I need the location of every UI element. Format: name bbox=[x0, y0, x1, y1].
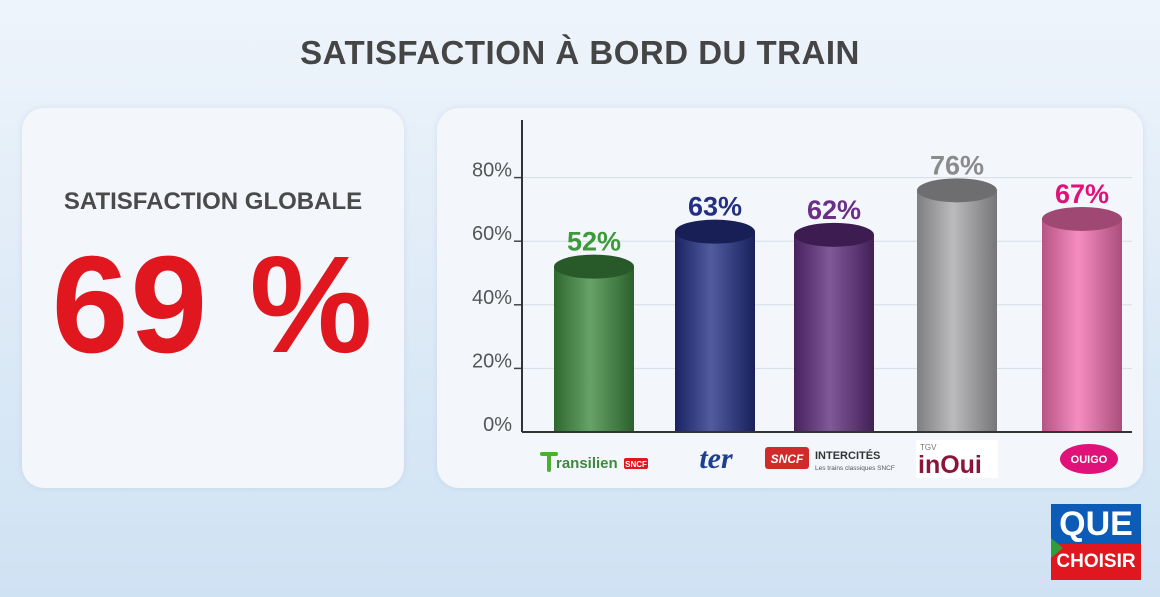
bar-body bbox=[917, 190, 997, 432]
bar-top bbox=[554, 254, 634, 279]
bar-value-label: 63% bbox=[688, 192, 742, 222]
bar-body bbox=[794, 234, 874, 432]
bar-body bbox=[554, 266, 634, 432]
y-tick-label: 80% bbox=[472, 160, 512, 182]
bar-top bbox=[1042, 206, 1122, 231]
transilien-logo: ransilien SNCF bbox=[540, 452, 648, 472]
logo-triangle-icon bbox=[1051, 538, 1063, 558]
ouigo-badge bbox=[1060, 444, 1118, 474]
global-satisfaction-label: SATISFACTION GLOBALE bbox=[63, 188, 363, 215]
bar-body bbox=[675, 231, 755, 432]
intercites-subtitle: Les trains classiques SNCF bbox=[815, 465, 895, 472]
bar-value-label: 62% bbox=[807, 195, 861, 225]
y-tick-label: 20% bbox=[472, 350, 512, 372]
bar-top bbox=[794, 222, 874, 247]
intercites-logo: SNCF INTERCITÉS Les trains classiques SN… bbox=[765, 447, 895, 472]
bar-value-label: 76% bbox=[930, 150, 984, 180]
inoui-background bbox=[916, 440, 998, 478]
que-choisir-logo: QUE CHOISIR bbox=[1051, 504, 1141, 580]
global-satisfaction-value: 69 % bbox=[51, 228, 375, 382]
ouigo-name: OUIGO bbox=[1071, 454, 1108, 466]
bar-ouigo bbox=[1042, 206, 1122, 432]
y-tick-label: 60% bbox=[472, 223, 512, 245]
bar-value-label: 67% bbox=[1055, 179, 1109, 209]
bar-sncf-intercités bbox=[794, 222, 874, 432]
bar-body bbox=[1042, 218, 1122, 432]
ter-logo: ter bbox=[699, 442, 733, 474]
bar-ter bbox=[675, 219, 755, 432]
transilien-sncf-badge bbox=[624, 458, 648, 469]
page-title: SATISFACTION À BORD DU TRAIN bbox=[300, 34, 860, 71]
tgv-inoui-logo: TGV inOui bbox=[916, 440, 998, 478]
ter-name: ter bbox=[699, 442, 733, 474]
bar-top bbox=[675, 219, 755, 244]
sncf-badge bbox=[765, 447, 809, 469]
intercites-name: INTERCITÉS bbox=[815, 449, 880, 462]
global-satisfaction-panel: SATISFACTION GLOBALE 69 % bbox=[22, 108, 404, 488]
tgv-tag: TGV bbox=[920, 443, 937, 452]
inoui-name: inOui bbox=[918, 451, 982, 478]
logo-choisir: CHOISIR bbox=[1051, 544, 1141, 580]
bar-transilien-sncf bbox=[554, 254, 634, 432]
transilien-sncf-tag: SNCF bbox=[625, 460, 647, 469]
transilien-t-glyph bbox=[540, 452, 558, 472]
bar-value-label: 52% bbox=[567, 227, 621, 257]
y-tick-label: 0% bbox=[483, 414, 512, 436]
logo-que: QUE bbox=[1051, 504, 1141, 544]
ouigo-logo: OUIGO bbox=[1060, 444, 1118, 474]
bar-top bbox=[917, 178, 997, 203]
sncf-text: SNCF bbox=[771, 452, 804, 466]
transilien-name: ransilien bbox=[556, 455, 618, 472]
y-tick-label: 40% bbox=[472, 287, 512, 309]
bar-tgv-inoui bbox=[917, 178, 997, 432]
